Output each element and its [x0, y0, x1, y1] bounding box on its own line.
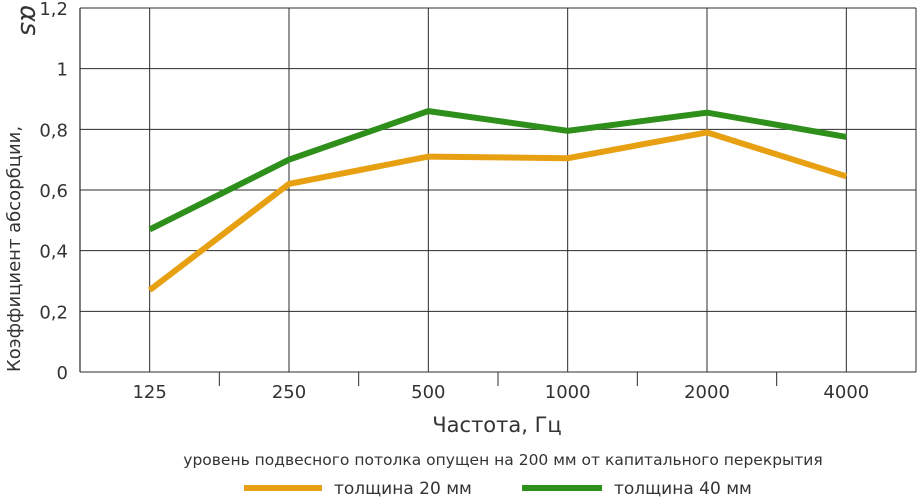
y-tick-label: 0,4	[39, 242, 68, 263]
x-tick-label: 250	[272, 382, 306, 403]
y-tick-label: 0,2	[39, 302, 68, 323]
legend-label-20mm: толщина 20 мм	[334, 479, 472, 498]
series-line-40mm	[148, 108, 847, 233]
y-axis-label: Коэффициент абсорбции,	[4, 126, 25, 372]
legend: толщина 20 мм толщина 40 мм	[244, 479, 752, 498]
legend-label-40mm: толщина 40 мм	[614, 479, 752, 498]
y-tick-labels: 0 0,2 0,4 0,6 0,8 1 1,2	[39, 0, 68, 384]
x-tick-label: 2000	[684, 382, 730, 403]
x-tick-label: 125	[132, 382, 166, 403]
y-tick-label: 0	[57, 363, 68, 384]
x-tick-labels: 125 250 500 1000 2000 4000	[132, 382, 869, 403]
x-tick-label: 4000	[823, 382, 869, 403]
y-tick-label: 0,8	[39, 120, 68, 141]
y-tick-label: 1,2	[39, 0, 68, 20]
x-tick-label: 1000	[545, 382, 591, 403]
chart-note: уровень подвесного потолка опущен на 200…	[183, 451, 822, 469]
y-tick-label: 1	[57, 60, 68, 81]
x-axis-label: Частота, Гц	[432, 413, 561, 437]
y-tick-label: 0,6	[39, 181, 68, 202]
x-tick-label: 500	[411, 382, 445, 403]
series-line-20mm	[147, 129, 848, 293]
grid	[80, 7, 916, 373]
axes	[79, 8, 917, 386]
y-axis-symbol: αs	[14, 5, 44, 36]
series-lines	[147, 108, 848, 293]
